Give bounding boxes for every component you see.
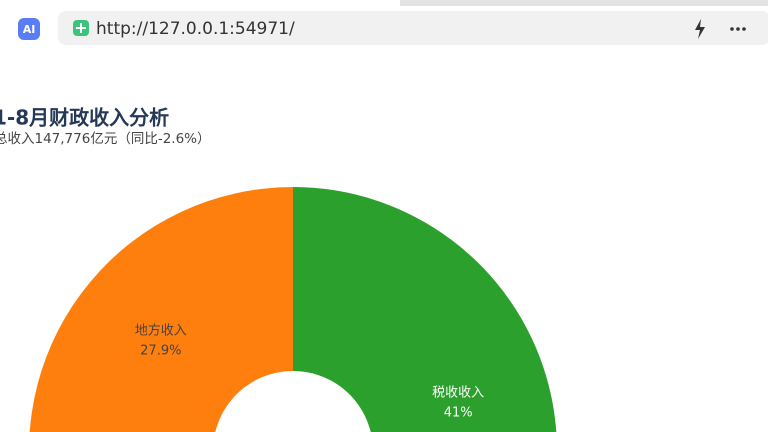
menu-icon[interactable] — [730, 27, 746, 31]
address-bar[interactable] — [58, 11, 768, 45]
slice-value-label: 41% — [444, 406, 473, 421]
url: http://127.0.0.1:54971/ — [96, 19, 295, 39]
slice — [293, 187, 557, 432]
slice-label: 税收收入 — [432, 386, 484, 401]
lightning-icon[interactable] — [695, 19, 705, 39]
slice — [29, 187, 293, 432]
slice-label: 地方收入 — [135, 322, 187, 338]
chart-subtitle: 总收入147,776亿元（同比-2.6%） — [0, 131, 211, 147]
pie: 税收收入 41% 地方收入 27.9% — [29, 187, 557, 432]
tab-strip — [400, 0, 768, 6]
slice-value-label: 27.9% — [140, 343, 181, 358]
ai-icon-text: AI — [23, 23, 36, 36]
secure-plus — [76, 23, 86, 33]
chart-title: 1-8月财政收入分析 — [0, 106, 169, 130]
ai-icon[interactable] — [18, 18, 40, 40]
